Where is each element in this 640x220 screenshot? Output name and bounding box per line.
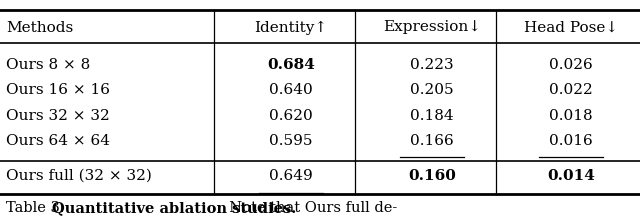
Text: 0.014: 0.014 — [547, 169, 595, 183]
Text: 0.018: 0.018 — [549, 108, 593, 123]
Text: Ours 32 × 32: Ours 32 × 32 — [6, 108, 110, 123]
Text: Head Pose↓: Head Pose↓ — [524, 20, 618, 35]
Text: 0.620: 0.620 — [269, 108, 313, 123]
Text: 0.649: 0.649 — [269, 169, 313, 183]
Text: Note that Ours full de-: Note that Ours full de- — [220, 201, 397, 215]
Text: Ours 16 × 16: Ours 16 × 16 — [6, 83, 111, 97]
Text: 0.022: 0.022 — [549, 83, 593, 97]
Text: Methods: Methods — [6, 20, 74, 35]
Text: 0.184: 0.184 — [410, 108, 454, 123]
Text: 0.026: 0.026 — [549, 58, 593, 72]
Text: 0.160: 0.160 — [408, 169, 456, 183]
Text: Ours full (32 × 32): Ours full (32 × 32) — [6, 169, 152, 183]
Text: 0.595: 0.595 — [269, 134, 313, 148]
Text: 0.205: 0.205 — [410, 83, 454, 97]
Text: Ours 8 × 8: Ours 8 × 8 — [6, 58, 91, 72]
Text: 0.223: 0.223 — [410, 58, 454, 72]
Text: Ours 64 × 64: Ours 64 × 64 — [6, 134, 111, 148]
Text: 0.016: 0.016 — [549, 134, 593, 148]
Text: Expression↓: Expression↓ — [383, 20, 481, 35]
Text: Table 3.: Table 3. — [6, 201, 70, 215]
Text: 0.166: 0.166 — [410, 134, 454, 148]
Text: Identity↑: Identity↑ — [255, 20, 328, 35]
Text: 0.640: 0.640 — [269, 83, 313, 97]
Text: Quantitative ablation studies.: Quantitative ablation studies. — [52, 201, 297, 215]
Text: 0.684: 0.684 — [268, 58, 315, 72]
